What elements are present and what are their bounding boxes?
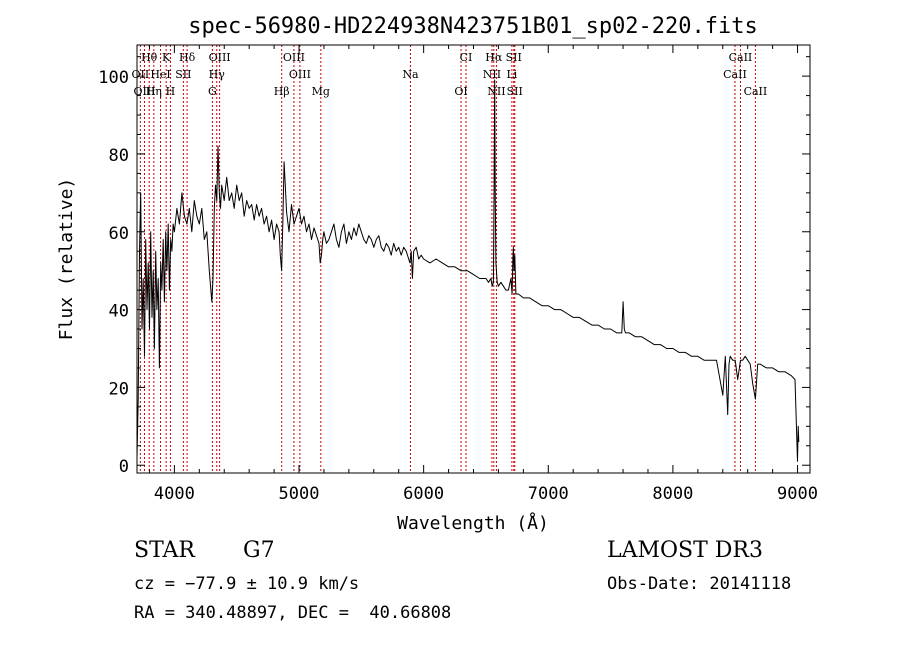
y-tick-label: 80 [109, 146, 129, 166]
line-id-label: Hα [485, 51, 503, 64]
line-id-label: NII [487, 85, 505, 98]
line-id-label: OII [132, 68, 150, 81]
line-id-label: Hβ [274, 85, 290, 98]
line-id-label: Hγ [209, 68, 226, 81]
spectrum-line [136, 79, 800, 462]
line-id-label: Hθ [141, 51, 158, 64]
x-tick-label: 4000 [154, 484, 195, 504]
redshift-velocity: cz = −77.9 ± 10.9 km/s [134, 574, 360, 594]
line-id-label: OIII [283, 51, 305, 64]
line-id-label: OIII [289, 68, 311, 81]
spectrum-chart: spec-56980-HD224938N423751B01_sp02-220.f… [56, 14, 818, 534]
object-type: STAR [134, 538, 195, 563]
line-id-label: OI [454, 85, 467, 98]
line-id-label: CI [460, 51, 473, 64]
line-id-label: CaII [729, 51, 753, 64]
plot-frame [136, 44, 811, 474]
y-tick-label: 40 [109, 302, 129, 322]
line-id-label: G [208, 85, 217, 98]
ra-dec-coordinates: RA = 340.48897, DEC = 40.66808 [134, 603, 452, 623]
observation-date: Obs-Date: 20141118 [607, 574, 792, 594]
line-id-label: SII [506, 51, 522, 64]
spectral-subclass: G7 [243, 538, 275, 563]
chart-title: spec-56980-HD224938N423751B01_sp02-220.f… [188, 14, 758, 39]
y-tick-label: 100 [98, 68, 129, 88]
survey-name: LAMOST DR3 [607, 538, 763, 563]
line-id-label: H [166, 85, 176, 98]
x-tick-label: 6000 [403, 484, 444, 504]
line-id-label: OIII [133, 85, 155, 98]
x-tick-label: 9000 [777, 484, 818, 504]
line-id-label: Hδ [179, 51, 196, 64]
y-tick-label: 60 [109, 224, 129, 244]
line-id-label: Hη [146, 85, 162, 98]
line-id-label: CaII [744, 85, 768, 98]
x-tick-label: 7000 [528, 484, 569, 504]
line-id-label: CaII [723, 68, 747, 81]
y-tick-label: 20 [109, 379, 129, 399]
line-id-label: SII [175, 68, 191, 81]
y-axis-label: Flux (relative) [56, 178, 77, 341]
x-tick-label: 8000 [652, 484, 693, 504]
line-id-label: NII [483, 68, 501, 81]
line-id-label: OIII [209, 51, 231, 64]
line-id-label: Na [402, 68, 419, 81]
line-id-label: Mg [312, 85, 330, 98]
x-axis-label: Wavelength (Å) [397, 512, 549, 534]
x-tick-label: 5000 [279, 484, 320, 504]
y-tick-label: 0 [119, 457, 129, 477]
line-id-label: Li [506, 68, 517, 81]
line-id-label: SII [507, 85, 523, 98]
line-id-label: K [162, 51, 171, 64]
line-id-label: HeI [150, 68, 170, 81]
